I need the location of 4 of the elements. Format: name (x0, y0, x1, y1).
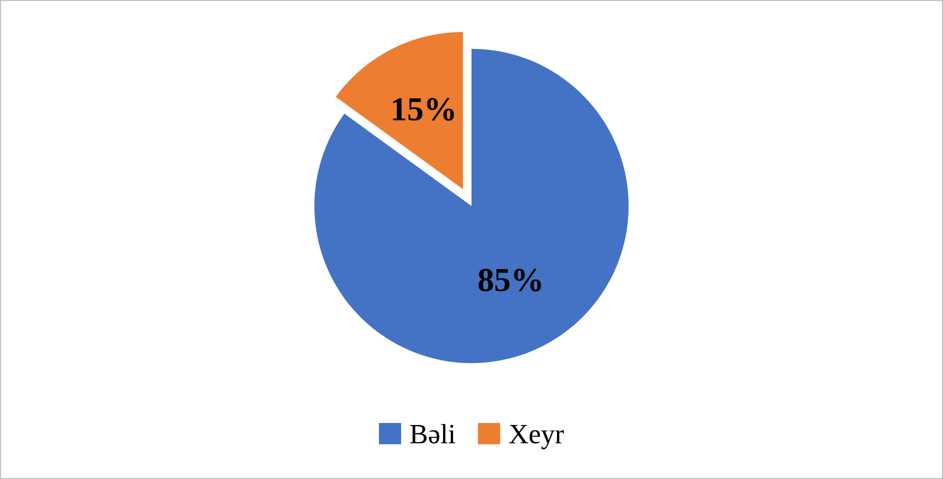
legend-label: Bəli (410, 424, 456, 444)
legend-label: Xeyr (509, 425, 564, 450)
data-label: 15% (393, 98, 454, 121)
data-label: 85% (478, 268, 541, 292)
